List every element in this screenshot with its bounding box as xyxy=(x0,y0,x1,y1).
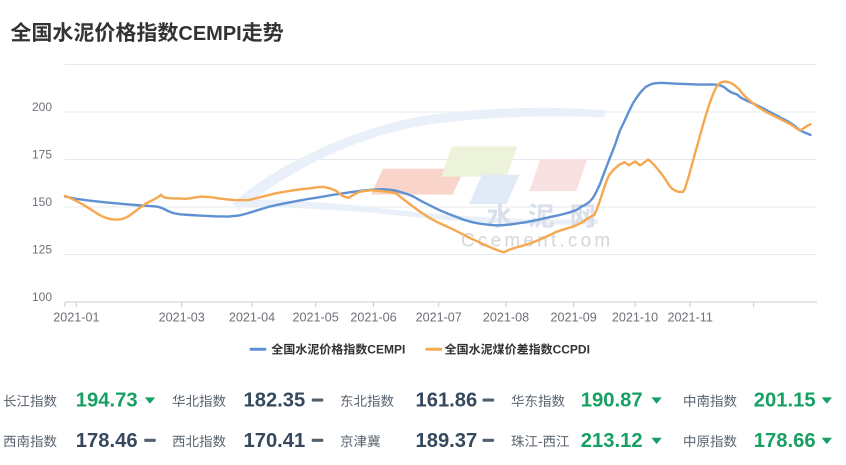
svg-text:CEMPI: CEMPI xyxy=(178,23,241,45)
svg-text:2021-07: 2021-07 xyxy=(416,311,462,325)
svg-text:2021-06: 2021-06 xyxy=(350,311,396,325)
svg-text:201.15: 201.15 xyxy=(754,390,816,412)
svg-text:161.86: 161.86 xyxy=(416,390,478,412)
svg-text:213.12: 213.12 xyxy=(581,430,643,452)
svg-text:CCPDI: CCPDI xyxy=(553,343,590,357)
svg-text:2021-11: 2021-11 xyxy=(668,311,713,325)
svg-text:2021-04: 2021-04 xyxy=(229,311,275,325)
svg-text:200: 200 xyxy=(32,100,52,114)
svg-text:-: - xyxy=(538,434,543,449)
svg-text:2021-03: 2021-03 xyxy=(159,311,205,325)
svg-text:2021-09: 2021-09 xyxy=(550,311,596,325)
svg-text:170.41: 170.41 xyxy=(244,430,306,452)
svg-text:CEMPI: CEMPI xyxy=(367,343,405,357)
svg-text:2021-08: 2021-08 xyxy=(483,311,529,325)
svg-text:182.35: 182.35 xyxy=(244,390,306,412)
svg-text:189.37: 189.37 xyxy=(416,430,478,452)
svg-text:2021-01: 2021-01 xyxy=(53,311,99,325)
svg-text:175: 175 xyxy=(32,148,52,162)
svg-text:178.46: 178.46 xyxy=(76,430,138,452)
svg-text:125: 125 xyxy=(32,243,52,257)
svg-text:2021-10: 2021-10 xyxy=(612,311,658,325)
svg-text:2021-05: 2021-05 xyxy=(292,311,338,325)
svg-text:190.87: 190.87 xyxy=(581,390,643,412)
svg-text:178.66: 178.66 xyxy=(754,430,816,452)
svg-text:150: 150 xyxy=(32,195,52,209)
svg-text:194.73: 194.73 xyxy=(76,390,138,412)
svg-text:100: 100 xyxy=(32,290,52,304)
